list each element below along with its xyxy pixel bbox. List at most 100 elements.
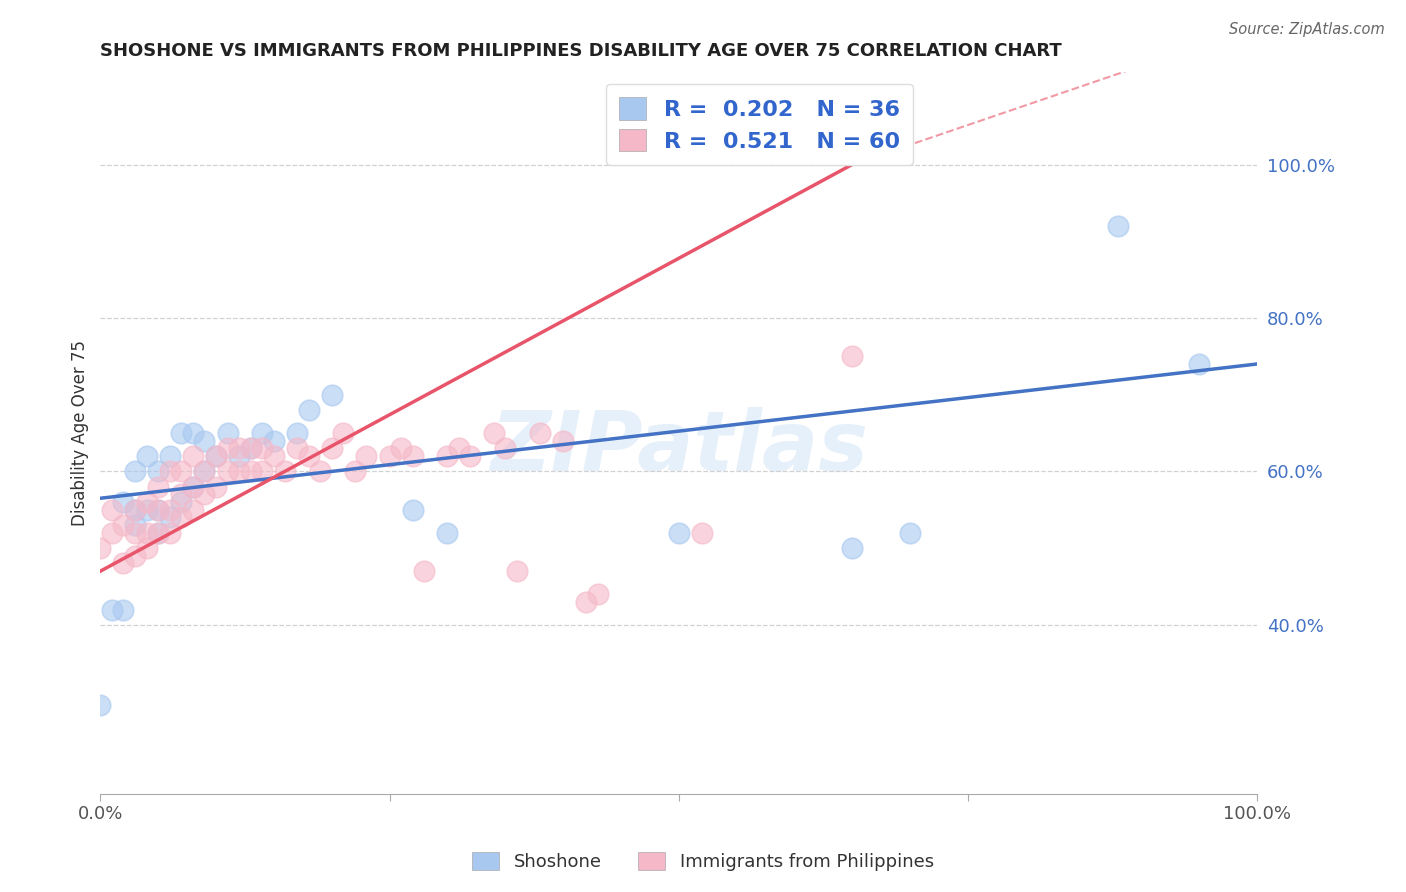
- Point: [148, 464, 170, 478]
- Point: [101, 503, 124, 517]
- Legend: R =  0.202   N = 36, R =  0.521   N = 60: R = 0.202 N = 36, R = 0.521 N = 60: [606, 84, 914, 165]
- Point: [332, 425, 354, 440]
- Point: [159, 464, 181, 478]
- Point: [228, 464, 250, 478]
- Point: [124, 464, 146, 478]
- Point: [321, 387, 343, 401]
- Point: [135, 495, 157, 509]
- Point: [135, 449, 157, 463]
- Point: [321, 442, 343, 456]
- Point: [228, 442, 250, 456]
- Point: [239, 442, 262, 456]
- Legend: Shoshone, Immigrants from Philippines: Shoshone, Immigrants from Philippines: [465, 845, 941, 879]
- Point: [1188, 357, 1211, 371]
- Point: [193, 487, 215, 501]
- Point: [551, 434, 574, 448]
- Point: [482, 425, 505, 440]
- Point: [309, 464, 332, 478]
- Point: [575, 595, 598, 609]
- Point: [378, 449, 401, 463]
- Point: [690, 525, 713, 540]
- Point: [263, 434, 285, 448]
- Point: [148, 480, 170, 494]
- Point: [413, 564, 436, 578]
- Point: [252, 464, 274, 478]
- Point: [124, 518, 146, 533]
- Point: [217, 425, 239, 440]
- Point: [124, 549, 146, 563]
- Point: [193, 464, 215, 478]
- Point: [112, 557, 135, 571]
- Point: [285, 425, 308, 440]
- Point: [529, 425, 551, 440]
- Point: [205, 449, 228, 463]
- Point: [181, 449, 204, 463]
- Text: ZIPatlas: ZIPatlas: [489, 407, 868, 488]
- Point: [436, 449, 458, 463]
- Point: [112, 602, 135, 616]
- Point: [217, 464, 239, 478]
- Point: [170, 510, 193, 524]
- Point: [436, 525, 458, 540]
- Point: [148, 503, 170, 517]
- Y-axis label: Disability Age Over 75: Disability Age Over 75: [72, 340, 89, 526]
- Point: [181, 480, 204, 494]
- Point: [101, 602, 124, 616]
- Point: [124, 503, 146, 517]
- Point: [170, 425, 193, 440]
- Point: [205, 480, 228, 494]
- Point: [356, 449, 378, 463]
- Point: [460, 449, 482, 463]
- Point: [135, 541, 157, 556]
- Point: [101, 525, 124, 540]
- Point: [285, 442, 308, 456]
- Point: [181, 480, 204, 494]
- Point: [170, 495, 193, 509]
- Point: [159, 525, 181, 540]
- Point: [205, 449, 228, 463]
- Point: [193, 464, 215, 478]
- Point: [124, 503, 146, 517]
- Point: [1107, 219, 1129, 233]
- Point: [193, 434, 215, 448]
- Point: [401, 503, 423, 517]
- Point: [181, 425, 204, 440]
- Point: [494, 442, 516, 456]
- Point: [841, 349, 863, 363]
- Point: [447, 442, 470, 456]
- Point: [898, 525, 921, 540]
- Point: [159, 449, 181, 463]
- Point: [252, 425, 274, 440]
- Point: [252, 442, 274, 456]
- Point: [297, 449, 319, 463]
- Point: [586, 587, 609, 601]
- Point: [263, 449, 285, 463]
- Point: [181, 503, 204, 517]
- Point: [159, 503, 181, 517]
- Point: [135, 525, 157, 540]
- Point: [148, 525, 170, 540]
- Point: [170, 464, 193, 478]
- Point: [89, 698, 111, 713]
- Point: [135, 503, 157, 517]
- Point: [170, 487, 193, 501]
- Text: SHOSHONE VS IMMIGRANTS FROM PHILIPPINES DISABILITY AGE OVER 75 CORRELATION CHART: SHOSHONE VS IMMIGRANTS FROM PHILIPPINES …: [100, 42, 1062, 60]
- Point: [389, 442, 412, 456]
- Point: [159, 510, 181, 524]
- Point: [148, 503, 170, 517]
- Point: [148, 525, 170, 540]
- Point: [124, 525, 146, 540]
- Point: [506, 564, 529, 578]
- Point: [297, 403, 319, 417]
- Point: [668, 525, 690, 540]
- Point: [112, 518, 135, 533]
- Text: Source: ZipAtlas.com: Source: ZipAtlas.com: [1229, 22, 1385, 37]
- Point: [239, 442, 262, 456]
- Point: [343, 464, 366, 478]
- Point: [401, 449, 423, 463]
- Point: [239, 464, 262, 478]
- Point: [89, 541, 111, 556]
- Point: [217, 442, 239, 456]
- Point: [274, 464, 297, 478]
- Point: [112, 495, 135, 509]
